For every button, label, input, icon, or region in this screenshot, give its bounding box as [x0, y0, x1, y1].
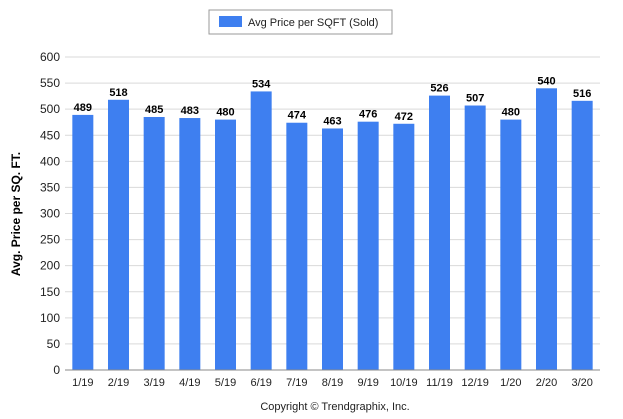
y-tick-label: 300 [40, 207, 60, 221]
data-label: 483 [181, 105, 199, 117]
x-tick-label: 5/19 [215, 377, 236, 389]
data-label: 540 [537, 75, 555, 87]
legend-swatch [219, 16, 242, 27]
data-label: 476 [359, 109, 377, 121]
bar [464, 105, 486, 370]
legend: Avg Price per SQFT (Sold) [208, 9, 393, 35]
bar [286, 122, 308, 370]
x-tick-label: 2/19 [108, 377, 129, 389]
x-tick-label: 4/19 [179, 377, 200, 389]
y-tick-label: 350 [40, 180, 60, 194]
data-label: 485 [145, 104, 163, 116]
data-label: 474 [288, 110, 307, 122]
bar [179, 118, 201, 370]
data-label: 526 [430, 83, 448, 95]
data-label: 507 [466, 93, 484, 105]
y-tick-label: 500 [40, 102, 60, 116]
y-axis-ticks: 0 50 100 150 200 250 300 350 400 450 500 550 600 [40, 50, 60, 377]
x-tick-label: 10/19 [390, 377, 418, 389]
y-tick-label: 400 [40, 154, 60, 168]
legend-label: Avg Price per SQFT (Sold) [248, 17, 378, 29]
x-tick-label: 11/19 [426, 377, 453, 389]
y-tick-label: 150 [40, 285, 60, 299]
x-axis-ticks: 1/19 2/19 3/19 4/19 5/19 6/19 7/19 8/19 9/19 10/1… [72, 377, 593, 389]
bar [571, 100, 593, 370]
bar [108, 99, 129, 370]
y-tick-label: 600 [40, 50, 60, 64]
data-label: 489 [74, 102, 92, 114]
x-tick-label: 1/19 [72, 377, 93, 389]
bar [72, 114, 94, 370]
y-tick-label: 0 [53, 363, 60, 377]
x-tick-label: 3/19 [143, 377, 164, 389]
y-tick-label: 100 [40, 311, 60, 325]
bar [536, 88, 557, 371]
data-label: 480 [502, 107, 520, 119]
data-label: 472 [395, 111, 413, 123]
y-axis-label: Avg. Price per SQ. FT. [9, 152, 23, 276]
bar [215, 119, 236, 370]
x-tick-label: 9/19 [357, 377, 378, 389]
x-tick-label: 7/19 [286, 377, 307, 389]
bar [143, 116, 165, 370]
bar [322, 128, 343, 370]
data-label: 516 [573, 88, 591, 100]
y-tick-label: 450 [40, 128, 60, 142]
data-label: 480 [216, 107, 234, 119]
bar [250, 91, 272, 371]
bar [393, 123, 415, 370]
y-tick-label: 50 [47, 337, 61, 351]
x-tick-label: 8/19 [322, 377, 343, 389]
x-tick-label: 12/19 [461, 377, 489, 389]
data-labels: 489 518 485 483 480 534 474 463 476 472 526 507 480 5… [74, 75, 592, 127]
y-tick-label: 250 [40, 233, 60, 247]
x-tick-label: 6/19 [250, 377, 271, 389]
x-tick-label: 1/20 [500, 377, 521, 389]
bars [72, 88, 593, 371]
bar [500, 119, 522, 370]
y-tick-label: 200 [40, 259, 60, 273]
y-tick-label: 550 [40, 76, 60, 90]
x-tick-label: 2/20 [536, 377, 557, 389]
bar [429, 95, 450, 370]
bar [357, 121, 379, 370]
data-label: 534 [252, 78, 271, 90]
copyright-footer: Copyright © Trendgraphix, Inc. [260, 401, 409, 413]
data-label: 463 [323, 115, 341, 127]
data-label: 518 [109, 87, 127, 99]
x-tick-label: 3/20 [571, 377, 592, 389]
